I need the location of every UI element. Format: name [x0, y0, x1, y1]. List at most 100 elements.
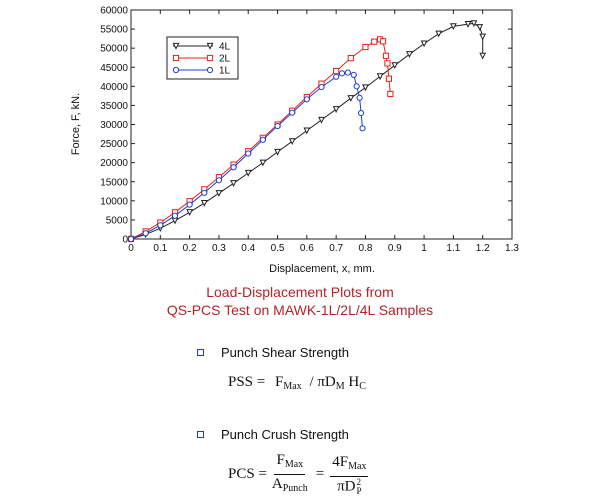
data-point [362, 43, 369, 51]
pss-fmax: FMax [275, 374, 302, 392]
pcs-bullet-row: Punch Crush Strength [197, 427, 349, 442]
data-point [464, 21, 472, 28]
x-tick-label: 0.3 [212, 243, 226, 254]
legend-label-4L: 4L [219, 42, 231, 53]
pcs-fraction-2: 4FMax πD 2 P [330, 453, 369, 496]
data-point [303, 127, 311, 135]
x-tick-label: 0.7 [329, 243, 343, 254]
x-tick-label: 0 [128, 243, 134, 254]
data-point [171, 217, 179, 225]
x-tick-label: 0.4 [241, 243, 255, 254]
data-point [318, 116, 325, 124]
pss-thickness: HC [348, 374, 366, 392]
data-point [142, 230, 149, 237]
x-tick-label: 1 [421, 243, 427, 254]
data-point [274, 122, 281, 130]
y-tick-label: 60000 [100, 6, 128, 17]
y-tick-label: 25000 [100, 139, 128, 150]
x-tick-label: 0.9 [388, 243, 402, 254]
pss-separator: / πDM [309, 374, 345, 392]
square-bullet-icon [197, 349, 204, 356]
data-point [406, 51, 413, 58]
y-tick-label: 40000 [100, 82, 128, 93]
caption-line-2: QS-PCS Test on MAWK-1L/2L/4L Samples [166, 302, 434, 318]
y-axis-title: Force, F, kN. [70, 93, 82, 155]
data-point [470, 20, 478, 28]
load-displacement-chart: 0 0.1 0.2 0.3 0.4 0.5 0.6 0.7 0.8 0.9 1 1.1 1.2 1.3 0… [70, 6, 519, 276]
data-point [318, 83, 325, 91]
legend-marker-1L [206, 66, 214, 74]
series-4L [127, 20, 487, 243]
legend-marker-2L [206, 54, 214, 62]
x-tick-label: 0.1 [153, 243, 167, 254]
y-tick-label: 50000 [100, 44, 128, 55]
y-axis: 0 5000 10000 15000 20000 25000 30000 35000 40000… [100, 6, 512, 246]
x-tick-label: 1.3 [505, 243, 519, 254]
legend-label-2L: 2L [219, 54, 231, 65]
x-tick-label: 1.2 [476, 243, 490, 254]
data-point [274, 148, 281, 156]
x-tick-label: 0.8 [359, 243, 373, 254]
data-point [379, 38, 387, 45]
y-tick-label: 55000 [100, 25, 128, 36]
chart-caption: Load-Displacement Plots from QS-PCS Test… [0, 283, 600, 319]
data-point [420, 40, 428, 48]
pss-formula: PSS = FMax / πDM HC [228, 374, 366, 392]
data-point [333, 73, 340, 80]
y-tick-label: 0 [122, 235, 128, 246]
data-point [479, 33, 487, 41]
pcs-lhs: PCS = [228, 466, 267, 482]
data-point [350, 71, 357, 78]
pcs-heading: Punch Crush Strength [221, 427, 349, 442]
pcs-fraction-1: FMax APunch [271, 452, 308, 494]
x-tick-label: 1.1 [446, 243, 460, 254]
data-point [230, 180, 237, 187]
data-point [333, 67, 340, 75]
data-point [479, 52, 487, 60]
y-tick-label: 20000 [100, 158, 128, 169]
data-point [391, 62, 399, 70]
y-tick-label: 45000 [100, 63, 128, 74]
data-point [359, 125, 366, 132]
data-point [362, 84, 369, 92]
data-point [289, 109, 296, 116]
data-point [357, 109, 365, 117]
data-point [157, 222, 164, 229]
x-axis: 0 0.1 0.2 0.3 0.4 0.5 0.6 0.7 0.8 0.9 1 1.1 1.2 1.3 [128, 10, 519, 254]
data-point [201, 189, 208, 196]
series-layer [127, 20, 487, 243]
pss-heading: Punch Shear Strength [221, 345, 349, 360]
data-point [476, 24, 484, 31]
data-point [376, 73, 384, 81]
x-tick-label: 0.2 [183, 243, 197, 254]
data-point [215, 190, 223, 197]
series-line-1L [130, 72, 363, 240]
data-point [127, 235, 135, 243]
data-point [387, 90, 394, 98]
legend-marker-1L [172, 66, 180, 74]
data-point [186, 209, 194, 217]
data-point [186, 201, 193, 208]
pss-bullet-row: Punch Shear Strength [197, 345, 349, 360]
legend-marker-4L [206, 42, 214, 50]
data-point [338, 70, 346, 77]
data-point [288, 138, 296, 146]
caption-line-1: Load-Displacement Plots from [206, 284, 394, 300]
data-point [259, 136, 266, 143]
data-point [215, 177, 223, 184]
data-point [200, 200, 208, 207]
x-tick-label: 0.5 [271, 243, 285, 254]
data-point [230, 164, 237, 171]
data-point [385, 75, 393, 82]
data-point [244, 169, 252, 177]
x-tick-label: 0.6 [300, 243, 314, 254]
pcs-equals: = [315, 466, 325, 482]
legend-marker-4L [172, 42, 180, 50]
square-bullet-icon [197, 431, 204, 438]
data-point [303, 96, 310, 103]
data-point [347, 54, 354, 62]
data-point [259, 159, 267, 167]
legend-label-1L: 1L [219, 66, 231, 77]
series-line-4L [130, 22, 484, 240]
